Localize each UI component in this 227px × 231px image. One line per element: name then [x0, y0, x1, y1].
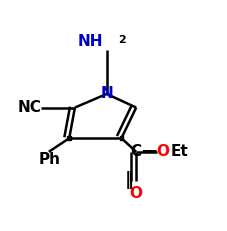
Text: NH: NH	[78, 33, 103, 49]
Polygon shape	[67, 136, 71, 140]
Text: C: C	[131, 144, 142, 159]
Text: Et: Et	[170, 144, 188, 159]
Text: NC: NC	[18, 100, 42, 115]
Text: ‖: ‖	[124, 171, 133, 189]
Text: Ph: Ph	[39, 152, 61, 167]
Text: 2: 2	[118, 35, 126, 45]
Text: —: —	[141, 143, 156, 158]
Text: N: N	[100, 86, 113, 101]
Text: O: O	[156, 144, 169, 159]
Text: O: O	[130, 186, 143, 201]
Polygon shape	[120, 136, 123, 140]
